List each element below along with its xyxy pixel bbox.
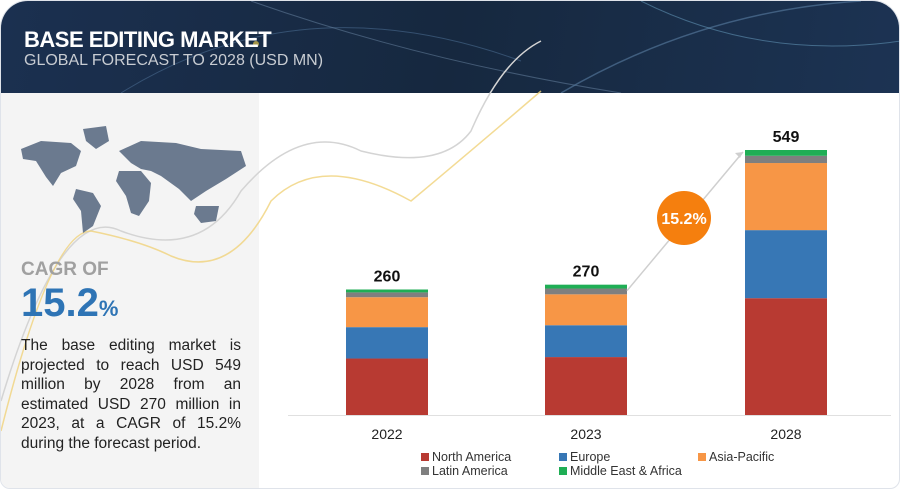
bar-segment-middle-east-africa-2023 <box>545 284 627 289</box>
total-label-2022: 260 <box>374 268 401 285</box>
bar-segment-north-america-2028 <box>745 298 827 415</box>
bar-segment-latin-america-2023 <box>545 288 627 295</box>
legend-swatch <box>421 453 429 461</box>
total-label-2023: 270 <box>573 264 600 281</box>
legend-swatch <box>421 467 429 475</box>
bar-segment-europe-2023 <box>545 325 627 358</box>
cagr-value: 15.2% <box>21 281 118 326</box>
legend-swatch <box>559 453 567 461</box>
legend-label: Europe <box>570 450 611 464</box>
cagr-badge <box>657 191 711 245</box>
bar-segment-middle-east-africa-2022 <box>346 289 428 293</box>
legend-label: Middle East & Africa <box>570 464 682 478</box>
cagr-unit: % <box>98 296 119 321</box>
x-tick-label-2022: 2022 <box>371 426 402 442</box>
bar-segment-europe-2028 <box>745 230 827 299</box>
cagr-badge-label: 15.2% <box>661 211 706 228</box>
bar-segment-north-america-2022 <box>346 358 428 415</box>
legend-label: North America <box>432 450 512 464</box>
bar-segment-latin-america-2022 <box>346 292 428 298</box>
legend-swatch <box>559 467 567 475</box>
bar-segment-latin-america-2028 <box>745 155 827 164</box>
legend-item-north-america: North America <box>421 450 511 464</box>
header-decoration <box>120 1 899 93</box>
header-banner: BASE EDITING MARKET GLOBAL FORECAST TO 2… <box>1 1 899 93</box>
page-subtitle: GLOBAL FORECAST TO 2028 (USD MN) <box>24 52 324 69</box>
legend-item-asia-pacific: Asia-Pacific <box>698 450 774 464</box>
legend-item-latin-america: Latin America <box>421 464 508 478</box>
bar-segment-asia-pacific-2028 <box>745 163 827 231</box>
market-description: The base editing market is projected to … <box>21 337 241 452</box>
world-map-icon <box>21 126 246 233</box>
total-label-2028: 549 <box>773 129 800 146</box>
legend-item-middle-east-africa: Middle East & Africa <box>559 464 682 478</box>
x-tick-label-2028: 2028 <box>770 426 801 442</box>
x-tick-label-2023: 2023 <box>570 426 601 442</box>
legend-item-europe: Europe <box>559 450 610 464</box>
bar-segment-asia-pacific-2022 <box>346 297 428 328</box>
legend-label: Asia-Pacific <box>709 450 775 464</box>
legend-label: Latin America <box>432 464 508 478</box>
cagr-number: 15.2 <box>21 281 99 325</box>
bar-segment-middle-east-africa-2028 <box>745 150 827 156</box>
growth-arrow-head <box>735 152 743 158</box>
bar-segment-asia-pacific-2023 <box>545 294 627 326</box>
page-title: BASE EDITING MARKET <box>24 27 272 52</box>
bar-segment-north-america-2023 <box>545 357 627 415</box>
cagr-label: CAGR OF <box>21 259 109 280</box>
bar-segment-europe-2022 <box>346 327 428 359</box>
legend-swatch <box>698 453 706 461</box>
